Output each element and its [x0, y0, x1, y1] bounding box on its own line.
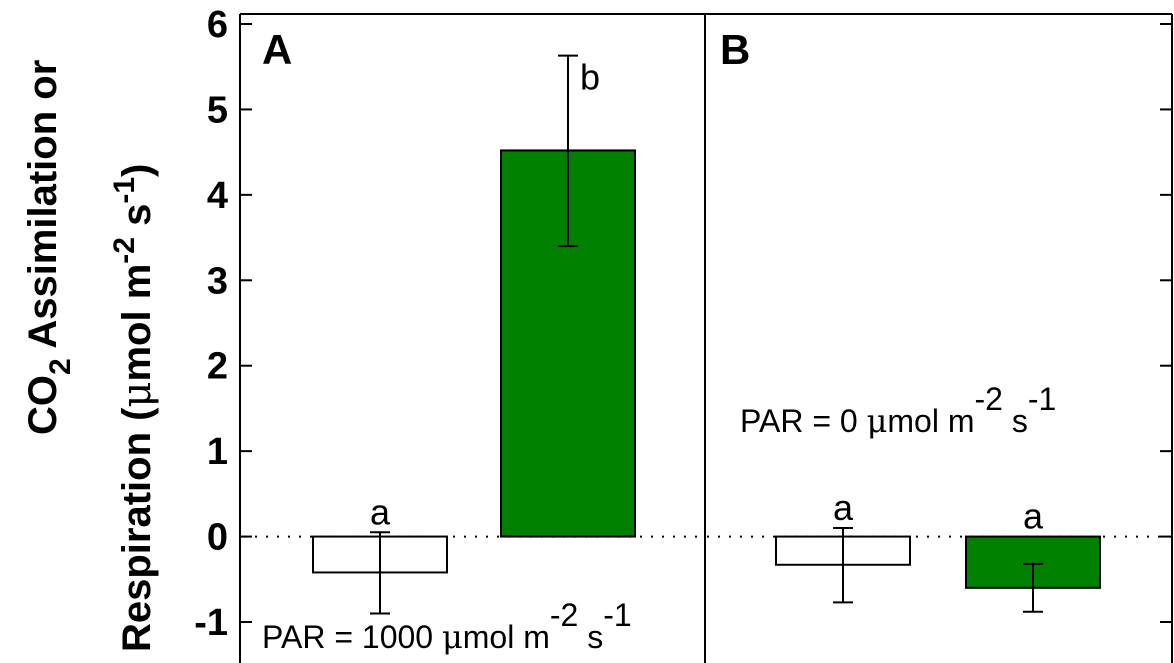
sig-label-b-1: a [833, 487, 854, 528]
y-tick-label: 4 [207, 175, 228, 217]
y-tick-label: -1 [194, 602, 228, 644]
y-axis: -1 0 1 2 3 4 5 6 [194, 4, 1172, 644]
error-bar-a-2 [558, 54, 578, 248]
sig-label-a-1: a [370, 491, 391, 532]
panel-label-b: B [720, 26, 750, 73]
panel-b: B a a PAR = 0 μmol m-2 s-1 [707, 26, 1170, 613]
error-bar-a-1 [370, 531, 390, 615]
panel-a: A a b PAR = 1000 μmol m-2 s-1 [244, 26, 703, 656]
y-axis-label: CO2 Assimilation or Respiration (μmol m-… [21, 60, 160, 652]
par-annotation-a: PAR = 1000 μmol m-2 s-1 [262, 597, 632, 656]
plot-frame [239, 13, 1173, 663]
y-axis-label-line2: Respiration (μmol m-2 s-1) [108, 164, 160, 652]
panel-label-a: A [262, 26, 292, 73]
y-tick-label: 6 [207, 4, 228, 46]
y-tick-label: 2 [207, 346, 228, 388]
par-annotation-b: PAR = 0 μmol m-2 s-1 [740, 381, 1056, 440]
y-tick-label: 0 [207, 517, 228, 559]
error-bar-b-1 [833, 527, 853, 604]
sig-label-b-2: a [1023, 496, 1044, 537]
error-bar-b-2 [1023, 562, 1043, 613]
y-axis-label-line1: CO2 Assimilation or [21, 60, 77, 435]
y-tick-label: 5 [207, 89, 228, 131]
y-tick-label: 1 [207, 431, 228, 473]
y-tick-label: 3 [207, 260, 228, 302]
sig-label-a-2: b [580, 57, 600, 98]
